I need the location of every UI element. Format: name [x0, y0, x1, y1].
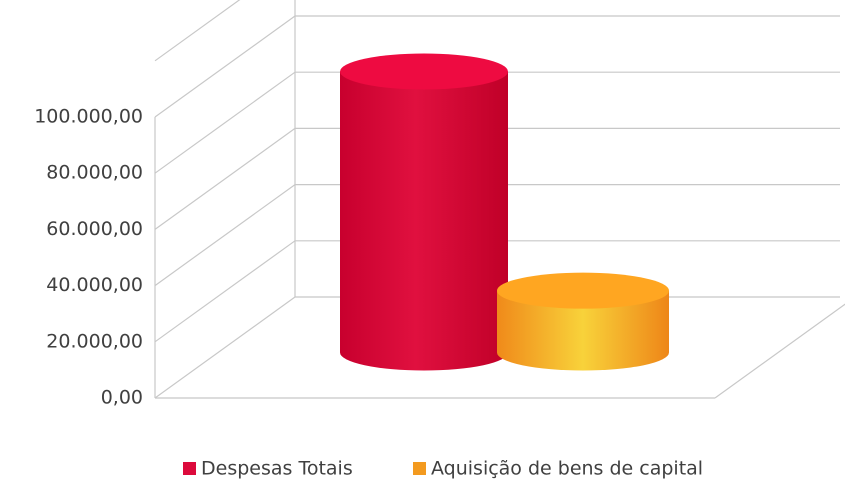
cylinder-top [497, 272, 669, 309]
y-tick-label: 0,00 [101, 387, 143, 409]
cylinder-body [340, 71, 508, 371]
grid-line [154, 127, 296, 230]
y-tick-label: 100.000,00 [34, 106, 143, 128]
y-tick-label: 80.000,00 [46, 162, 143, 184]
grid-line [154, 0, 241, 62]
floor-edge [714, 303, 845, 399]
grid-line [154, 240, 296, 343]
cylinder-body [497, 290, 669, 371]
legend-label: Aquisição de bens de capital [431, 458, 703, 480]
y-tick-label: 40.000,00 [46, 274, 143, 296]
cylinder-top [340, 53, 508, 90]
legend-swatch [413, 462, 426, 475]
grid-line [154, 296, 296, 399]
legend-swatch [183, 462, 196, 475]
y-tick-label: 60.000,00 [46, 218, 143, 240]
grid-line [154, 71, 296, 174]
legend-label: Despesas Totais [201, 458, 353, 480]
y-tick-label: 20.000,00 [46, 330, 143, 352]
grid-line [154, 15, 296, 118]
grid-line [154, 184, 296, 287]
